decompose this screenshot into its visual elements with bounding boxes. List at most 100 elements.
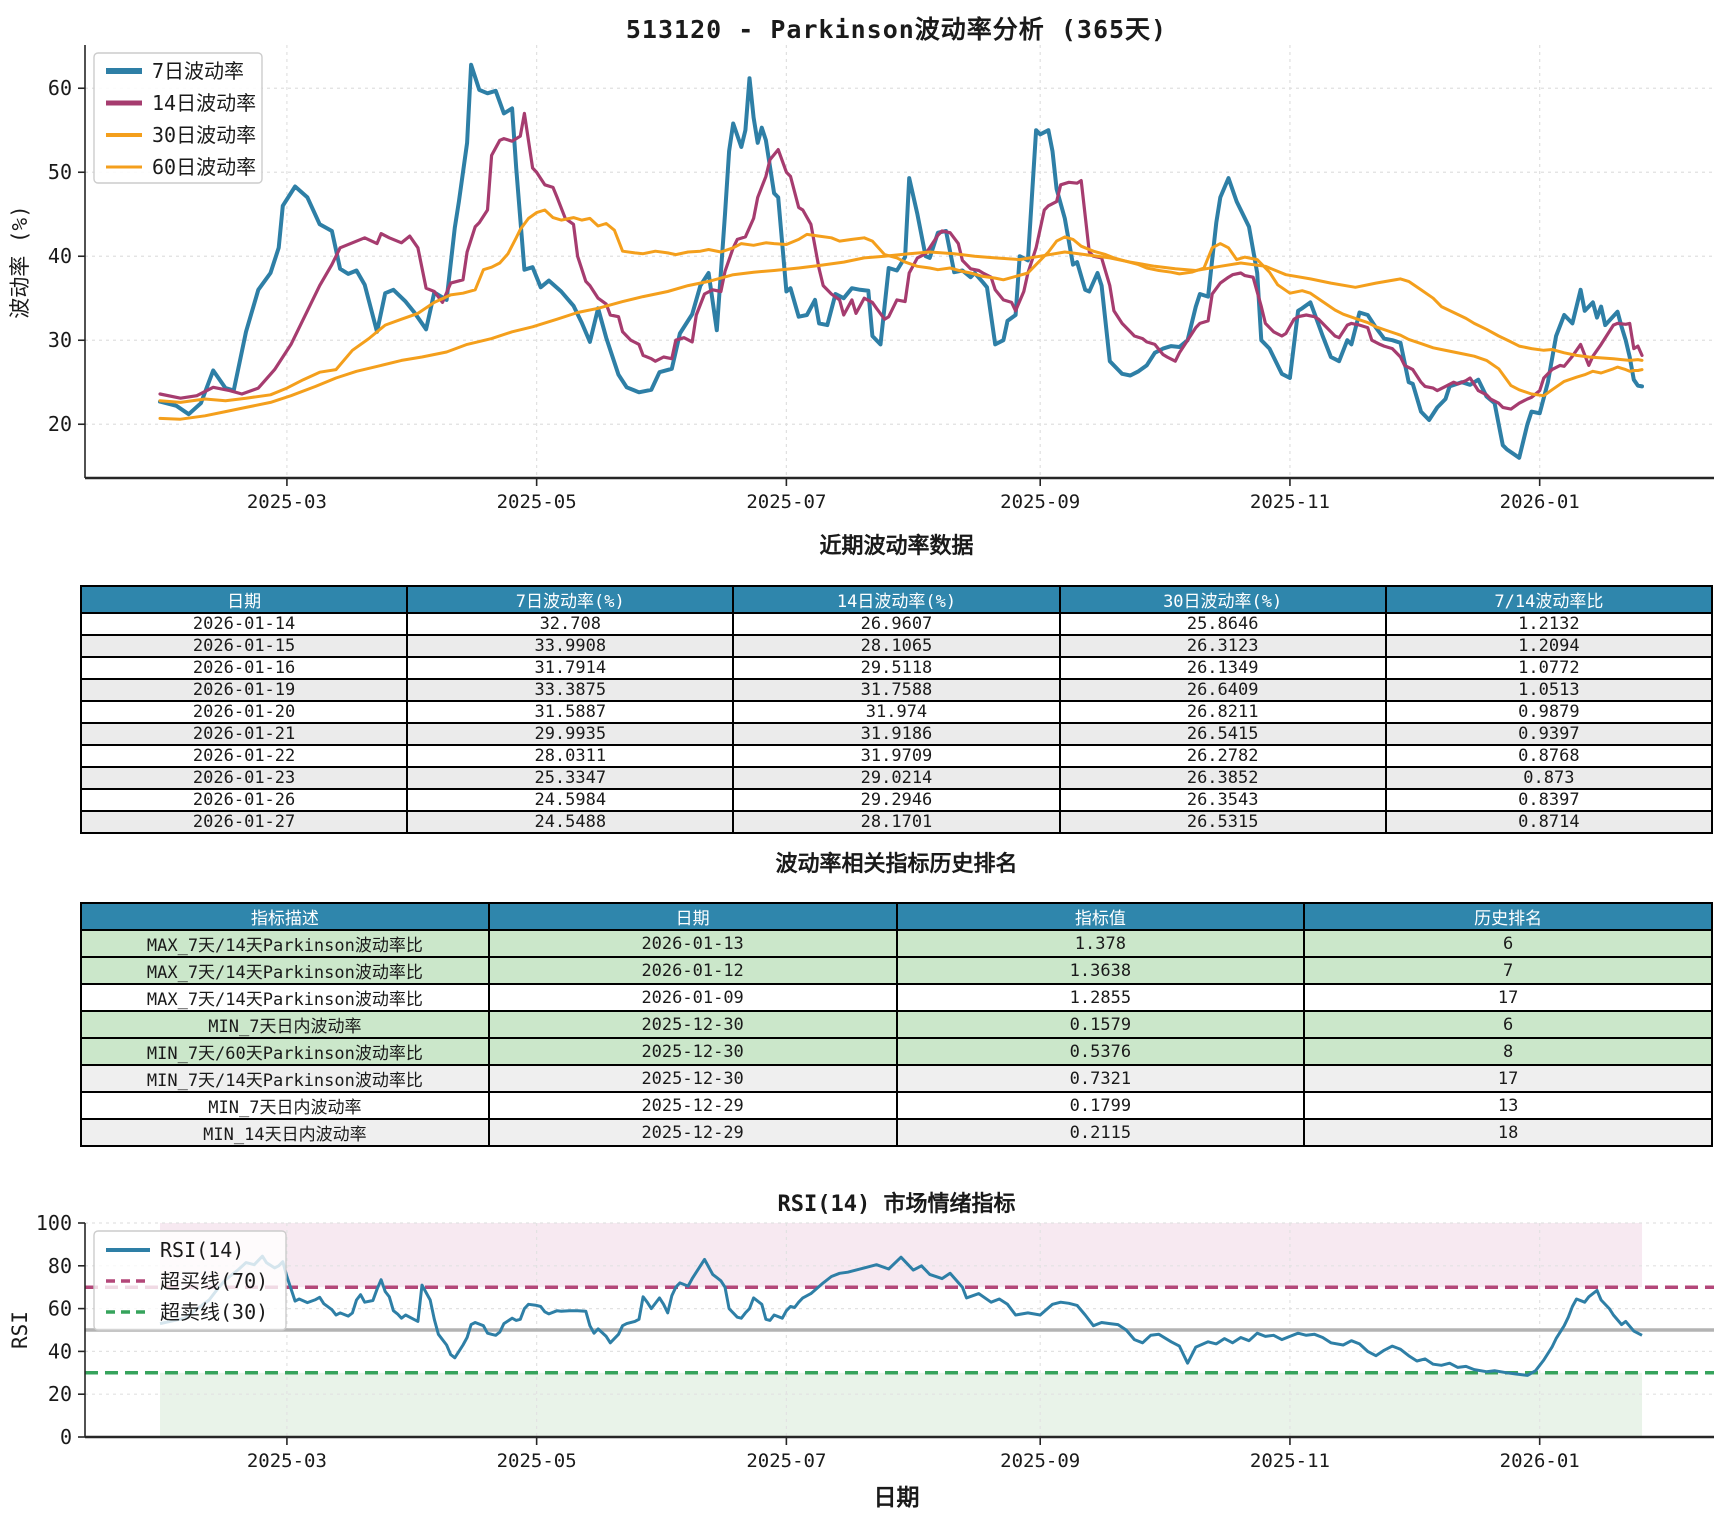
table-cell: MAX_7天/14天Parkinson波动率比 xyxy=(80,983,490,1012)
table-cell: 8 xyxy=(1303,1037,1713,1066)
table-row: MIN_7天/60天Parkinson波动率比 2025-12-30 0.5376 8 xyxy=(80,1037,1713,1066)
table-cell: MAX_7天/14天Parkinson波动率比 xyxy=(80,956,490,985)
main-legend: 7日波动率 14日波动率 30日波动率 60日波动率 xyxy=(93,52,263,184)
main-ytick-label: 50 xyxy=(48,160,72,184)
table-row: 2026-01-14 32.708 26.9607 25.8646 1.2132 xyxy=(79,612,1714,636)
table-cell: 26.5315 xyxy=(1058,810,1387,834)
table-cell: 2025-12-29 xyxy=(487,1091,898,1120)
rsi-xtick-label: 2025-03 xyxy=(247,1450,327,1472)
table-cell: 2026-01-23 xyxy=(79,766,409,790)
table-cell: 7 xyxy=(1303,956,1713,985)
series-line-2 xyxy=(158,208,1644,404)
table-cell: 2026-01-22 xyxy=(79,744,409,768)
rsi-ytick-label: 0 xyxy=(60,1425,72,1449)
rsi-xtick-label: 2025-09 xyxy=(1000,1450,1080,1472)
table-cell: 0.9397 xyxy=(1384,722,1714,746)
table-cell: 2026-01-27 xyxy=(79,810,409,834)
rsi-ytick-label: 20 xyxy=(48,1382,72,1406)
rsi-line-chart: 0 20 40 60 80 100 2025-03 2025-05 2025-07 2025-09… xyxy=(8,1211,1714,1472)
indicator-ranking-table: 指标描述 日期 指标值 历史排名 MAX_7天/14天Parkinson波动率比 2026… xyxy=(80,902,1713,1147)
table-cell: 13 xyxy=(1303,1091,1713,1120)
table-row: 2026-01-26 24.5984 29.2946 26.3543 0.8397 xyxy=(79,788,1714,812)
table-cell: 29.0214 xyxy=(732,766,1061,790)
main-ytick-label: 30 xyxy=(48,328,72,352)
recent-volatility-table: 日期 7日波动率(%) 14日波动率(%) 30日波动率(%) 7/14波动率比 2026… xyxy=(79,585,1714,834)
rsi-ytick-label: 60 xyxy=(48,1297,72,1321)
rsi-threshold-lines xyxy=(85,1285,1714,1375)
main-xtick-label: 2025-07 xyxy=(746,491,826,513)
rsi-legend-label-0: RSI(14) xyxy=(160,1238,244,1262)
table-cell: 2025-12-30 xyxy=(487,1010,898,1039)
table-row: MIN_7天/14天Parkinson波动率比 2025-12-30 0.7321 1… xyxy=(80,1064,1713,1093)
table-cell: 31.9186 xyxy=(732,722,1061,746)
rsi-ytick-label: 80 xyxy=(48,1254,72,1278)
table-cell: 17 xyxy=(1303,1064,1713,1093)
table-cell: 32.708 xyxy=(406,612,735,636)
rsi-legend: RSI(14) 超买线(70) 超卖线(30) xyxy=(93,1230,287,1331)
table-row: MIN_7天日内波动率 2025-12-29 0.1799 13 xyxy=(80,1091,1713,1120)
main-axes: 20 30 40 50 60 2025-03 2025-05 2025-07 2025-09 20… xyxy=(8,45,1714,513)
table-row: 2026-01-15 33.9908 28.1065 26.3123 1.2094 xyxy=(79,634,1714,658)
table-cell: 31.974 xyxy=(732,700,1061,724)
table-cell: 17 xyxy=(1303,983,1713,1012)
series-line-1 xyxy=(158,111,1644,411)
column-header: 日期 xyxy=(79,585,409,614)
legend-label-3: 60日波动率 xyxy=(152,155,256,179)
rsi-bands xyxy=(160,1223,1643,1437)
main-ytick-label: 40 xyxy=(48,244,72,268)
series-line-3 xyxy=(158,250,1644,421)
column-header: 7日波动率(%) xyxy=(406,585,735,614)
table-cell: 2026-01-16 xyxy=(79,656,409,680)
table-cell: 26.3852 xyxy=(1058,766,1387,790)
rsi-axes: 0 20 40 60 80 100 2025-03 2025-05 2025-07 2025-09… xyxy=(8,1211,1714,1472)
rsi-legend-label-1: 超买线(70) xyxy=(160,1269,268,1293)
rsi-xtick-label: 2025-05 xyxy=(497,1450,577,1472)
table-cell: 24.5984 xyxy=(406,788,735,812)
rsi-xtick-label: 2025-11 xyxy=(1250,1450,1330,1472)
table-row: 2026-01-23 25.3347 29.0214 26.3852 0.873 xyxy=(79,766,1714,790)
table-cell: 33.3875 xyxy=(406,678,735,702)
table-cell: MIN_14天日内波动率 xyxy=(80,1118,490,1147)
table-cell: 0.7321 xyxy=(895,1064,1306,1093)
table-cell: 18 xyxy=(1303,1118,1713,1147)
table-header-row: 指标描述 日期 指标值 历史排名 xyxy=(80,902,1713,931)
table-cell: 2026-01-26 xyxy=(79,788,409,812)
table-row: MAX_7天/14天Parkinson波动率比 2026-01-09 1.2855 1… xyxy=(80,983,1713,1012)
column-header: 指标描述 xyxy=(80,902,490,931)
table-cell: 2026-01-09 xyxy=(487,983,898,1012)
table-cell: 6 xyxy=(1303,929,1713,958)
main-xtick-label: 2025-05 xyxy=(497,491,577,513)
table-cell: 2026-01-15 xyxy=(79,634,409,658)
table-cell: 1.2855 xyxy=(895,983,1306,1012)
table-cell: 2026-01-12 xyxy=(487,956,898,985)
table-cell: 2025-12-29 xyxy=(487,1118,898,1147)
table-cell: 28.0311 xyxy=(406,744,735,768)
main-xtick-label: 2025-11 xyxy=(1250,491,1330,513)
main-ytick-label: 60 xyxy=(48,76,72,100)
table-cell: MIN_7天日内波动率 xyxy=(80,1010,490,1039)
main-ytick-label: 20 xyxy=(48,412,72,436)
table-cell: 31.7588 xyxy=(732,678,1061,702)
table-cell: 25.8646 xyxy=(1058,612,1387,636)
legend-label-0: 7日波动率 xyxy=(152,59,244,83)
main-xtick-label: 2025-03 xyxy=(247,491,327,513)
table-cell: 26.2782 xyxy=(1058,744,1387,768)
table-cell: 1.378 xyxy=(895,929,1306,958)
table-cell: 31.7914 xyxy=(406,656,735,680)
table-cell: 1.0513 xyxy=(1384,678,1714,702)
table-cell: 2026-01-20 xyxy=(79,700,409,724)
table-cell: 2026-01-19 xyxy=(79,678,409,702)
rsi-legend-label-2: 超卖线(30) xyxy=(160,1300,268,1324)
column-header: 历史排名 xyxy=(1303,902,1713,931)
table-cell: 25.3347 xyxy=(406,766,735,790)
table-cell: 6 xyxy=(1303,1010,1713,1039)
table-row: 2026-01-27 24.5488 28.1701 26.5315 0.8714 xyxy=(79,810,1714,834)
rsi-xaxis-label: 日期 xyxy=(873,1485,920,1511)
main-xtick-label: 2026-01 xyxy=(1500,491,1580,513)
column-header: 30日波动率(%) xyxy=(1058,585,1387,614)
table-cell: 0.873 xyxy=(1384,766,1714,790)
table-cell: 2026-01-21 xyxy=(79,722,409,746)
main-chart-title: 513120 - Parkinson波动率分析 (365天) xyxy=(625,15,1168,44)
rsi-series-line xyxy=(159,1254,1643,1377)
